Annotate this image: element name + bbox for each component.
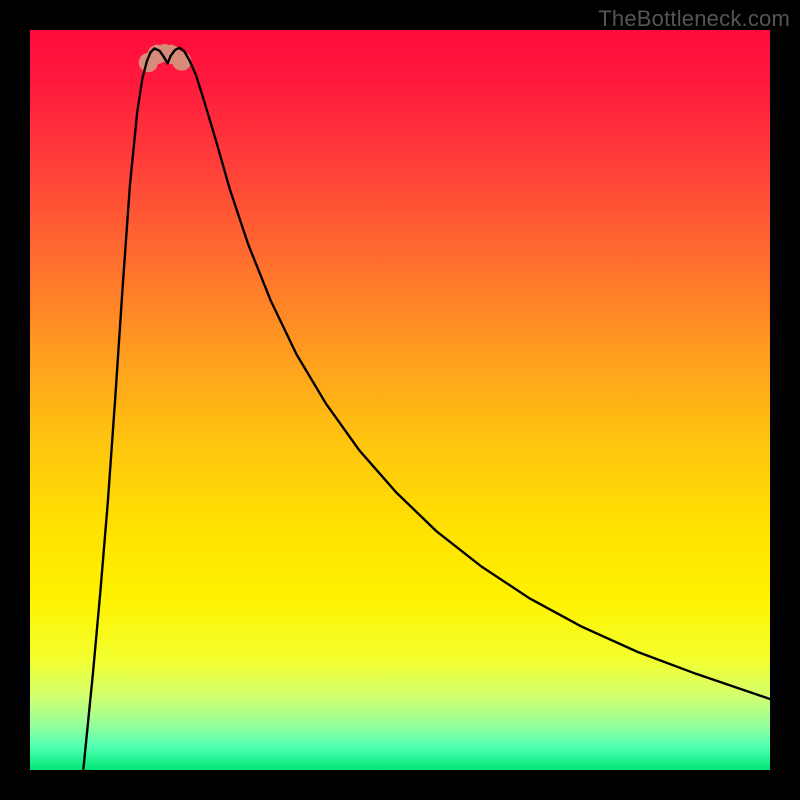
curve-layer [30, 30, 770, 770]
watermark-text: TheBottleneck.com [598, 6, 790, 32]
minimum-marker-dot [172, 51, 191, 70]
plot-area [30, 30, 770, 770]
chart-frame: TheBottleneck.com [0, 0, 800, 800]
bottleneck-curve [83, 48, 770, 770]
